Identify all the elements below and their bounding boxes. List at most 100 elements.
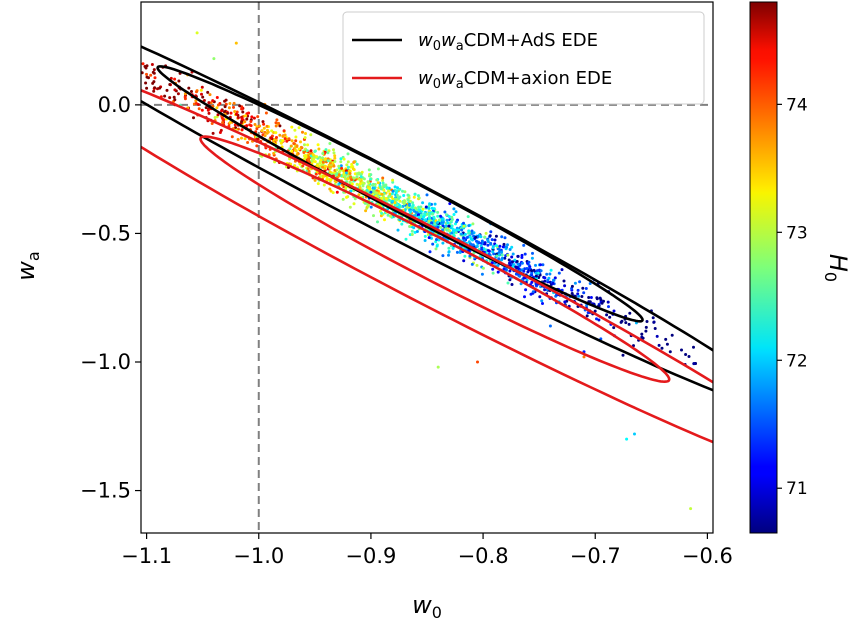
scatter-point <box>417 215 421 219</box>
scatter-point <box>256 137 259 141</box>
scatter-point <box>240 117 244 121</box>
scatter-point <box>192 116 195 120</box>
scatter-point <box>326 151 330 155</box>
scatter-point <box>435 238 438 241</box>
scatter-point <box>304 154 308 158</box>
scatter-point <box>232 105 235 109</box>
scatter-point <box>600 301 604 305</box>
scatter-point <box>168 96 172 100</box>
scatter-point <box>503 256 507 260</box>
scatter-point <box>365 188 369 192</box>
scatter-point <box>467 224 471 228</box>
scatter-point <box>145 72 148 76</box>
scatter-point <box>234 112 238 116</box>
scatter-point <box>447 246 451 250</box>
scatter-point <box>326 159 330 163</box>
scatter-point <box>320 163 324 167</box>
scatter-point <box>209 101 213 105</box>
scatter-point <box>398 187 402 191</box>
scatter-point <box>337 173 341 177</box>
scatter-point <box>117 75 120 78</box>
y-tick-label: −0.5 <box>80 221 131 245</box>
scatter-point <box>498 244 502 248</box>
scatter-point <box>612 326 616 330</box>
scatter-point <box>387 198 391 202</box>
scatter-point <box>551 281 555 285</box>
scatter-point <box>395 189 399 193</box>
contour-2 <box>141 45 713 392</box>
scatter-point <box>212 57 216 61</box>
scatter-point <box>427 217 431 220</box>
scatter-point <box>278 124 282 128</box>
x-tick-label: −0.6 <box>682 544 733 568</box>
scatter-point <box>275 136 278 139</box>
scatter-point <box>245 124 249 128</box>
scatter-point <box>344 169 348 173</box>
scatter-point <box>144 81 148 85</box>
scatter-point <box>476 360 479 364</box>
scatter-point <box>294 135 298 139</box>
scatter-point <box>391 178 395 182</box>
scatter-point <box>491 271 495 275</box>
scatter-point <box>439 214 442 218</box>
scatter-point <box>628 311 632 315</box>
scatter-point <box>454 228 458 232</box>
scatter-point <box>347 169 351 173</box>
scatter-point <box>421 215 425 219</box>
scatter-point <box>361 181 365 185</box>
scatter-point <box>194 99 198 103</box>
scatter-point <box>345 195 348 199</box>
scatter-point <box>350 182 354 186</box>
scatter-point <box>391 189 395 193</box>
scatter-point <box>413 230 417 234</box>
scatter-point <box>427 212 431 216</box>
scatter-point <box>290 139 294 143</box>
scatter-point <box>436 365 440 369</box>
scatter-point <box>620 319 624 323</box>
scatter-point <box>387 189 390 193</box>
scatter-point <box>585 314 589 318</box>
scatter-point <box>350 162 354 166</box>
scatter-point <box>665 342 669 346</box>
scatter-point <box>379 187 383 191</box>
scatter-point <box>313 150 317 153</box>
scatter-point <box>514 272 518 276</box>
scatter-point <box>240 128 244 132</box>
scatter-point <box>606 300 610 304</box>
scatter-point <box>403 199 406 203</box>
scatter-point <box>539 269 543 273</box>
scatter-point <box>376 181 380 185</box>
scatter-point <box>393 201 397 205</box>
scatter-point <box>294 149 298 153</box>
scatter-point <box>236 127 240 131</box>
scatter-point <box>246 141 250 144</box>
scatter-point <box>417 196 421 200</box>
scatter-point <box>221 121 225 124</box>
scatter-point <box>340 166 344 170</box>
scatter-point <box>248 123 252 127</box>
scatter-point <box>90 51 93 54</box>
legend-entry-label: w0waCDM+axion EDE <box>418 68 612 92</box>
scatter-point <box>462 259 466 263</box>
scatter-point <box>215 106 219 110</box>
scatter-point <box>349 189 353 193</box>
scatter-point <box>346 165 350 169</box>
scatter-point <box>389 214 392 218</box>
scatter-point <box>332 148 335 152</box>
scatter-point <box>141 62 145 66</box>
scatter-point <box>177 79 181 83</box>
scatter-point <box>126 77 129 80</box>
scatter-point <box>243 120 247 124</box>
scatter-point <box>274 138 278 142</box>
scatter-point <box>274 131 278 135</box>
y-tick-label: 0.0 <box>98 93 131 117</box>
scatter-point <box>474 235 478 239</box>
legend: w0waCDM+AdS EDE w0waCDM+axion EDE <box>342 11 705 105</box>
scatter-point <box>391 197 395 201</box>
scatter-point <box>130 62 133 65</box>
scatter-point <box>522 269 526 273</box>
scatter-point <box>228 102 232 105</box>
scatter-point <box>272 151 276 155</box>
scatter-point <box>224 98 228 102</box>
scatter-point <box>595 297 599 301</box>
